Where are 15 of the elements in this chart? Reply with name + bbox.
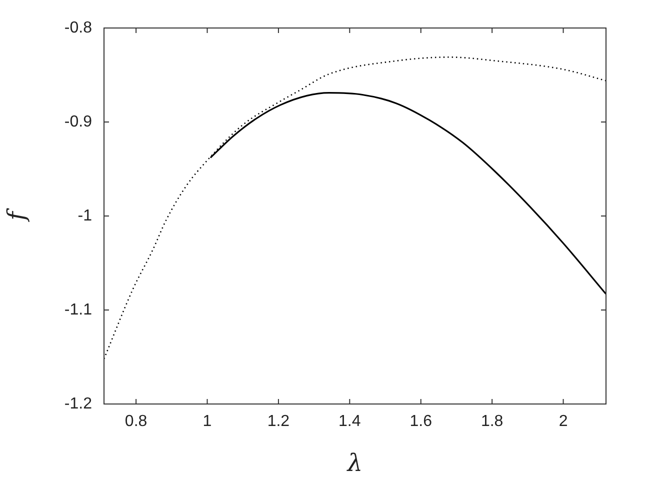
x-tick-label: 0.8 bbox=[124, 413, 148, 430]
x-axis-title: λ bbox=[346, 448, 363, 477]
y-tick-label: -0.9 bbox=[64, 113, 92, 130]
line-series bbox=[104, 56, 606, 360]
x-tick-label: 1.4 bbox=[338, 413, 361, 430]
x-tick-label: 1.6 bbox=[410, 413, 432, 430]
x-tick-label: 2 bbox=[558, 413, 568, 430]
y-tick-label: -1 bbox=[78, 207, 92, 224]
y-axis-title: f bbox=[2, 207, 31, 222]
x-tick-label: 1 bbox=[202, 413, 212, 430]
y-tick-label: -0.8 bbox=[64, 19, 92, 36]
x-tick-label: 1.8 bbox=[480, 413, 504, 430]
y-tick-label: -1.2 bbox=[64, 395, 92, 412]
x-tick-label: 1.2 bbox=[267, 413, 290, 430]
y-tick-label: -1.1 bbox=[64, 301, 92, 318]
